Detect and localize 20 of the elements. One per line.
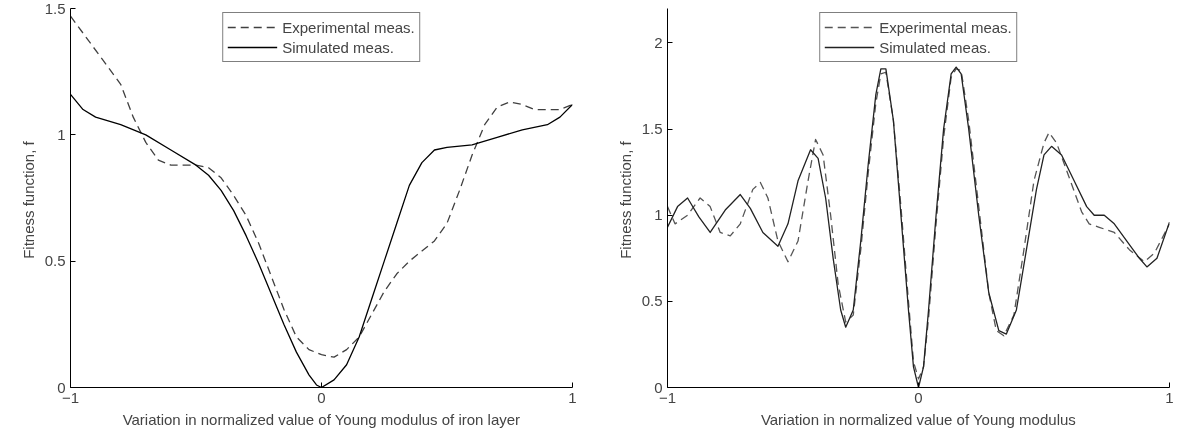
x-axis-title: Variation in normalized value of Young modulus of iron layer xyxy=(122,410,521,428)
legend-label: Experimental meas. xyxy=(879,18,1012,36)
legend-label: Experimental meas. xyxy=(282,18,415,36)
x-tick-label: 1 xyxy=(568,388,577,406)
y-tick-label: 1.5 xyxy=(44,0,66,17)
line-series xyxy=(70,15,573,358)
x-axis-title: Variation in normalized value of Young modulus xyxy=(760,410,1076,428)
y-tick-label: 1 xyxy=(654,206,663,224)
y-tick-label: 1.5 xyxy=(641,120,663,138)
x-tick-label: 1 xyxy=(1165,388,1174,406)
y-tick-label: 0.5 xyxy=(641,292,663,310)
y-tick-label: 2 xyxy=(654,33,663,51)
legend-label: Simulated meas. xyxy=(282,38,394,56)
y-tick-label: 1 xyxy=(57,125,66,143)
x-tick-label: 0 xyxy=(317,388,326,406)
y-axis-title: Fitness function, f xyxy=(19,140,37,259)
x-tick-label: 0 xyxy=(914,388,923,406)
y-tick-label: 0.5 xyxy=(44,252,66,270)
legend-label: Simulated meas. xyxy=(879,38,991,56)
y-axis-title: Fitness function, f xyxy=(616,140,634,259)
